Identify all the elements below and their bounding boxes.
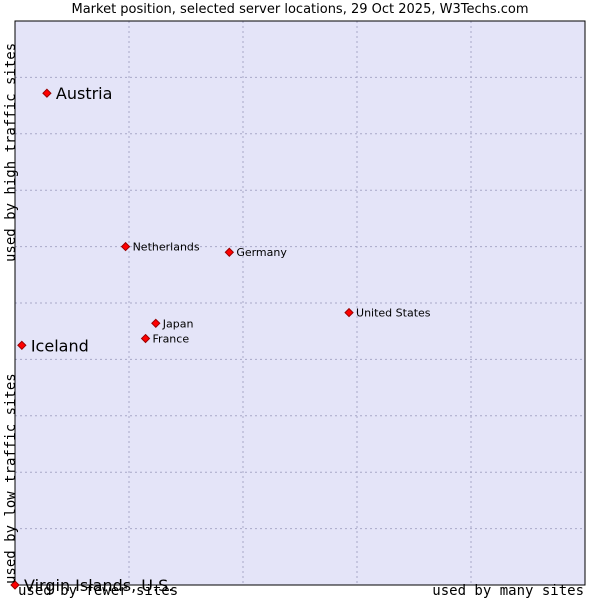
data-point bbox=[344, 307, 354, 318]
data-label: Japan bbox=[162, 317, 194, 330]
data-point bbox=[224, 247, 235, 257]
data-label: Iceland bbox=[31, 336, 89, 355]
data-label: United States bbox=[356, 307, 431, 320]
plot-border bbox=[14, 20, 586, 586]
data-label: France bbox=[153, 333, 190, 346]
data-point bbox=[151, 318, 161, 329]
data-point bbox=[10, 580, 20, 590]
data-point bbox=[42, 88, 52, 98]
y-axis-label-high: used by high traffic sites bbox=[3, 42, 19, 262]
y-axis-label-low: used by low traffic sites bbox=[3, 373, 19, 584]
x-axis-label-high: used by many sites bbox=[432, 583, 584, 599]
data-point bbox=[17, 340, 27, 351]
data-point bbox=[140, 333, 151, 344]
data-point bbox=[120, 241, 131, 252]
data-label: Netherlands bbox=[133, 241, 200, 254]
data-label: Virgin Islands, U.S. bbox=[24, 576, 173, 595]
chart-title: Market position, selected server locatio… bbox=[71, 2, 529, 17]
data-label: Germany bbox=[236, 246, 287, 259]
x-axis-label-low: used by fewer sites bbox=[18, 583, 179, 599]
data-label: Austria bbox=[56, 84, 113, 103]
